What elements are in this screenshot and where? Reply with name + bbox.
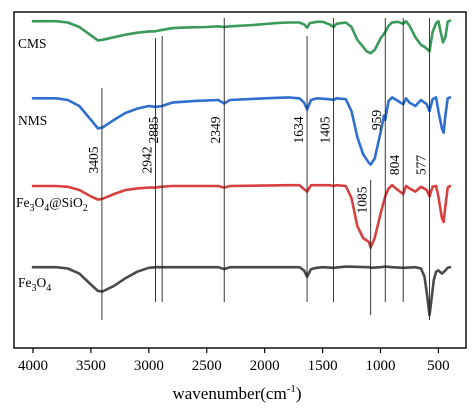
series-label-nms: NMS <box>18 113 47 128</box>
peak-marker-layer: 3405 2942 2885 2349 1634 1405 1085 959 804 577 <box>86 18 430 320</box>
peak-label-959: 959 <box>369 110 384 131</box>
series-label-fe3o4-sio2: Fe3O4@SiO2 <box>16 195 88 214</box>
series-line-fe3o4-sio2 <box>31 183 452 249</box>
x-tick-label-3500: 3500 <box>76 358 106 374</box>
plot-frame <box>13 11 467 349</box>
x-axis-label-superscript: -1 <box>287 383 296 395</box>
x-axis: 4000 3500 3000 2500 2000 1500 1000 500 <box>18 348 450 374</box>
x-tick-label-3000: 3000 <box>134 358 164 374</box>
series-line-cms <box>31 19 452 55</box>
x-axis-label-close: ) <box>296 384 302 403</box>
peak-label-1634: 1634 <box>291 116 306 143</box>
x-tick-label-1500: 1500 <box>308 358 338 374</box>
x-tick-label-2500: 2500 <box>192 358 222 374</box>
series-labels: CMS NMS Fe3O4@SiO2 Fe3O4 <box>16 36 88 294</box>
peak-label-2885: 2885 <box>146 116 161 143</box>
x-tick-label-1000: 1000 <box>366 358 396 374</box>
x-tick-label-2000: 2000 <box>250 358 280 374</box>
x-tick-label-4000: 4000 <box>18 358 48 374</box>
x-tick-label-500: 500 <box>427 358 450 374</box>
peak-label-3405: 3405 <box>86 146 101 173</box>
peak-label-1085: 1085 <box>355 186 370 213</box>
series-label-cms: CMS <box>18 36 47 51</box>
peak-label-2349: 2349 <box>208 116 223 143</box>
series-label-fe3o4: Fe3O4 <box>18 275 51 294</box>
series-layer <box>31 19 452 317</box>
peak-label-2942: 2942 <box>140 147 155 174</box>
peak-label-1405: 1405 <box>318 116 333 143</box>
x-axis-label: wavenumber(cm-1) <box>172 383 301 403</box>
series-line-nms <box>31 96 452 166</box>
peak-label-804: 804 <box>387 155 402 176</box>
peak-label-577: 577 <box>413 155 428 176</box>
series-line-fe3o4 <box>31 265 452 317</box>
